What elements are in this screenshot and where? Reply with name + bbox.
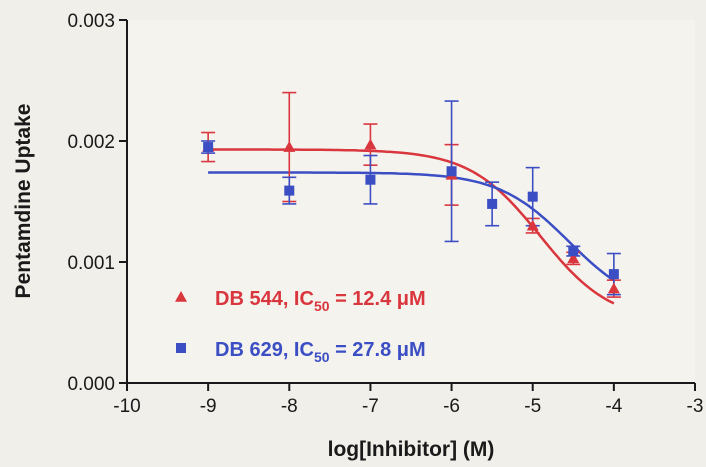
y-tick-label: 0.001 <box>67 253 115 274</box>
y-tick-label: 0.003 <box>67 11 115 32</box>
data-point-square <box>487 198 498 209</box>
data-point-square <box>203 142 214 153</box>
x-tick-label: -9 <box>200 396 217 417</box>
y-tick-label: 0.002 <box>67 132 115 153</box>
legend-entry-db544: DB 544, IC50 = 12.4 μM <box>175 288 426 314</box>
data-point-triangle <box>567 252 580 264</box>
x-tick-label: -5 <box>524 396 541 417</box>
data-point-triangle <box>283 141 296 152</box>
legend-marker-square <box>176 343 186 353</box>
x-tick-label: -3 <box>687 396 704 417</box>
x-tick-label: -8 <box>281 396 298 417</box>
data-point-triangle <box>364 138 377 150</box>
data-point-square <box>527 191 538 202</box>
data-points <box>202 138 620 294</box>
x-tick-label: -6 <box>443 396 460 417</box>
data-point-triangle <box>526 219 539 231</box>
y-axis-title: Pentamdine Uptake <box>12 104 35 299</box>
legend-label-db629: DB 629, IC50 = 27.8 μM <box>215 339 426 365</box>
data-point-square <box>365 174 376 185</box>
fit-curve-db629 <box>208 171 615 282</box>
legend-label-db544: DB 544, IC50 = 12.4 μM <box>215 288 426 314</box>
legend: DB 544, IC50 = 12.4 μM DB 629, IC50 = 27… <box>175 288 426 365</box>
data-point-square <box>608 269 619 280</box>
fit-curves <box>208 148 615 305</box>
data-point-triangle <box>607 282 620 294</box>
x-axis-title: log[Inhibitor] (M) <box>328 438 495 461</box>
x-tick-label: -4 <box>605 396 622 417</box>
axes: -10 -9 -8 -7 -6 -5 -4 -3 0.000 0.001 0.002 0.003 <box>67 11 703 417</box>
x-tick-label: -7 <box>362 396 379 417</box>
data-point-square <box>568 246 579 257</box>
plot-area <box>127 20 695 383</box>
legend-entry-db629: DB 629, IC50 = 27.8 μM <box>176 339 426 365</box>
data-point-square <box>446 166 457 177</box>
legend-marker-triangle <box>175 291 187 302</box>
y-tick-label: 0.000 <box>67 374 115 395</box>
data-point-square <box>284 185 295 196</box>
x-tick-label: -10 <box>113 396 140 417</box>
fit-curve-db544 <box>208 148 615 305</box>
